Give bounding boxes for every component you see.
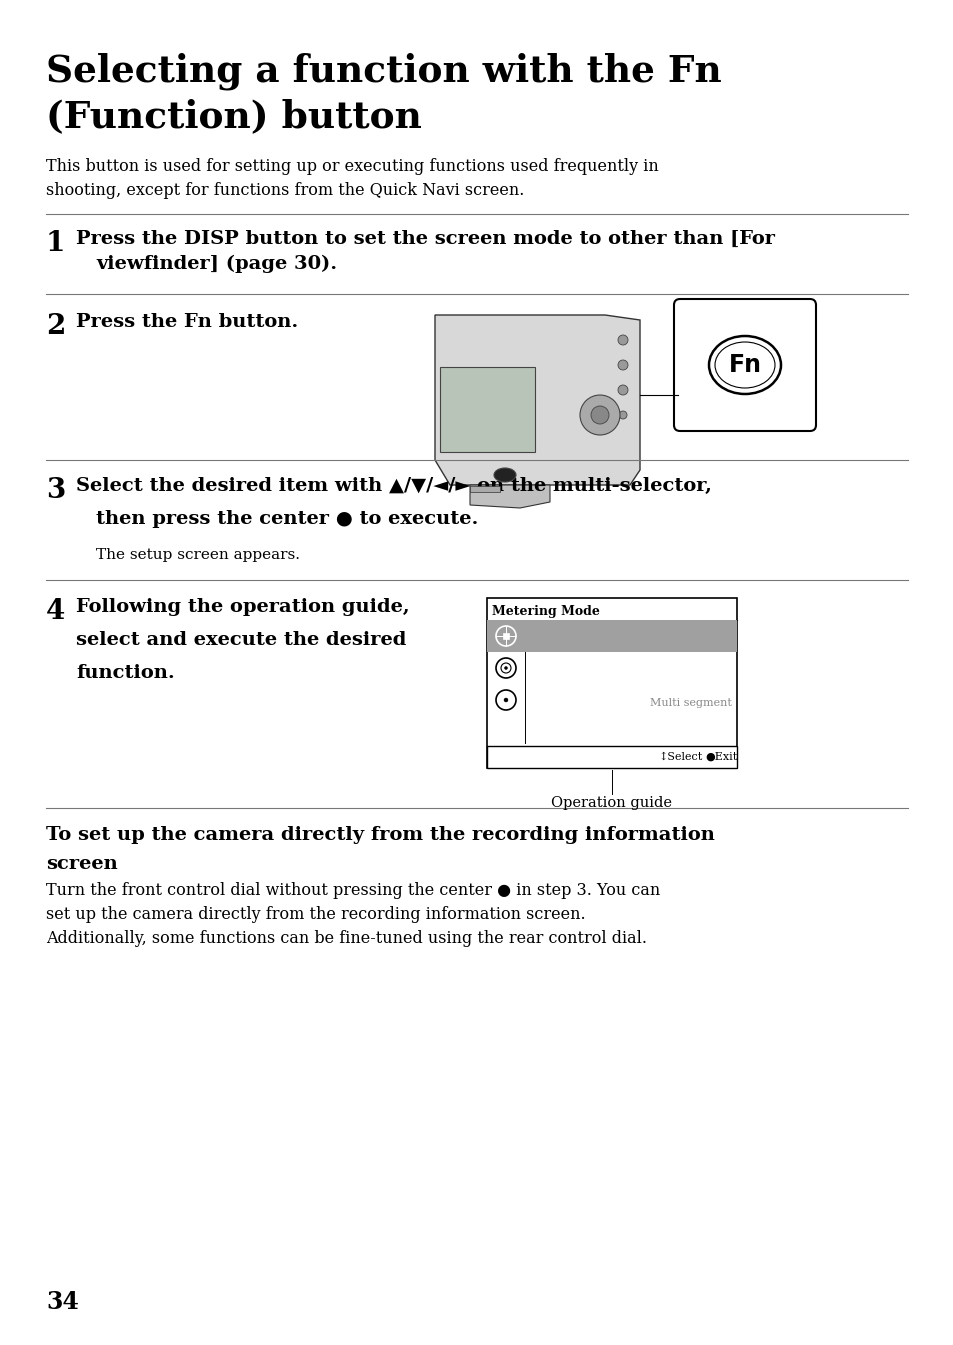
- Text: Press the DISP button to set the screen mode to other than [For: Press the DISP button to set the screen …: [76, 230, 774, 247]
- Text: Operation guide: Operation guide: [551, 796, 672, 810]
- Circle shape: [618, 335, 627, 346]
- Text: set up the camera directly from the recording information screen.: set up the camera directly from the reco…: [46, 907, 585, 923]
- Text: Multi segment: Multi segment: [649, 698, 731, 707]
- Ellipse shape: [708, 336, 781, 394]
- Text: ●Exit: ●Exit: [704, 752, 737, 763]
- Circle shape: [590, 406, 608, 424]
- Text: 3: 3: [46, 477, 65, 504]
- Polygon shape: [435, 315, 639, 486]
- Text: Selecting a function with the Fn: Selecting a function with the Fn: [46, 52, 721, 90]
- Text: Press the Fn button.: Press the Fn button.: [76, 313, 298, 331]
- Text: (Function) button: (Function) button: [46, 98, 421, 134]
- Text: ↕Select: ↕Select: [659, 752, 702, 763]
- Text: select and execute the desired: select and execute the desired: [76, 631, 406, 650]
- Text: Fn: Fn: [728, 352, 760, 377]
- Circle shape: [618, 385, 627, 395]
- Text: screen: screen: [46, 855, 117, 873]
- Text: Following the operation guide,: Following the operation guide,: [76, 599, 409, 616]
- Text: function.: function.: [76, 664, 174, 682]
- Bar: [486, 620, 737, 652]
- Text: The setup screen appears.: The setup screen appears.: [96, 547, 299, 562]
- Text: shooting, except for functions from the Quick Navi screen.: shooting, except for functions from the …: [46, 182, 524, 199]
- Text: 4: 4: [46, 599, 65, 625]
- Bar: [470, 486, 499, 492]
- Bar: [439, 367, 535, 452]
- Text: This button is used for setting up or executing functions used frequently in: This button is used for setting up or ex…: [46, 157, 659, 175]
- Circle shape: [618, 412, 626, 420]
- FancyBboxPatch shape: [673, 299, 815, 430]
- Circle shape: [618, 360, 627, 370]
- Text: 34: 34: [46, 1290, 79, 1314]
- Circle shape: [579, 395, 619, 434]
- Bar: [486, 599, 737, 768]
- Text: Turn the front control dial without pressing the center ● in step 3. You can: Turn the front control dial without pres…: [46, 882, 659, 898]
- Text: 2: 2: [46, 313, 66, 340]
- Ellipse shape: [714, 342, 774, 387]
- Ellipse shape: [494, 468, 516, 482]
- Text: then press the center ● to execute.: then press the center ● to execute.: [96, 510, 477, 529]
- Bar: [502, 633, 509, 639]
- Circle shape: [504, 667, 507, 670]
- Circle shape: [503, 698, 507, 702]
- Text: Select the desired item with ▲/▼/◄/► on the multi-selector,: Select the desired item with ▲/▼/◄/► on …: [76, 477, 711, 495]
- Text: Additionally, some functions can be fine-tuned using the rear control dial.: Additionally, some functions can be fine…: [46, 929, 646, 947]
- Text: To set up the camera directly from the recording information: To set up the camera directly from the r…: [46, 826, 714, 845]
- Text: viewfinder] (page 30).: viewfinder] (page 30).: [96, 256, 336, 273]
- Text: Metering Mode: Metering Mode: [492, 604, 599, 617]
- Polygon shape: [470, 486, 550, 508]
- Text: 1: 1: [46, 230, 66, 257]
- Bar: [486, 746, 737, 768]
